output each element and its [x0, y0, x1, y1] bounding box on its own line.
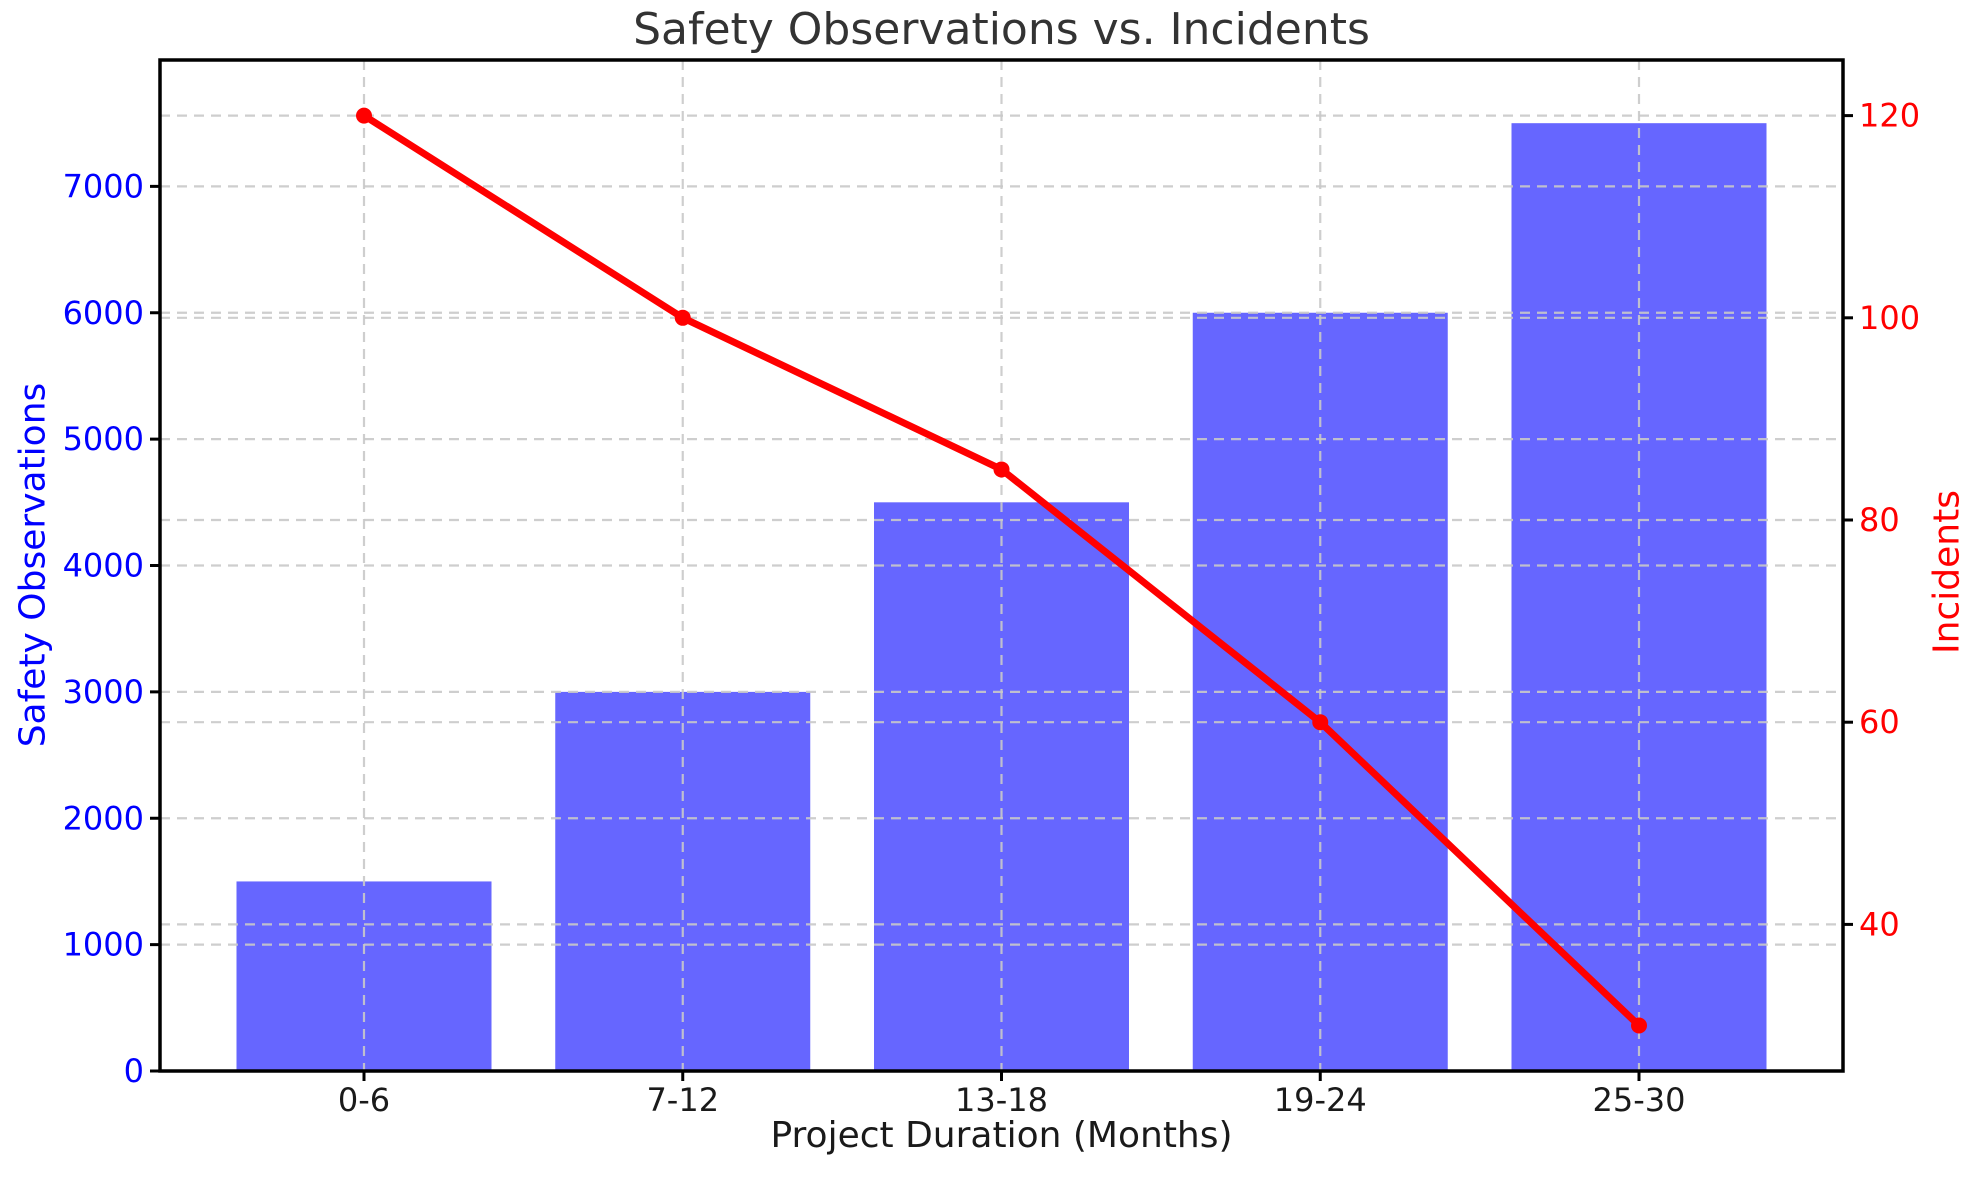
y-left-tick-label: 6000 [63, 294, 144, 332]
y-right-tick-label: 60 [1859, 703, 1900, 741]
incidents-marker [674, 309, 691, 326]
x-tick-label: 0-6 [338, 1081, 390, 1119]
y-left-tick-label: 7000 [63, 167, 144, 205]
y-left-tick-label: 1000 [63, 926, 144, 964]
x-tick-label: 13-18 [955, 1081, 1048, 1119]
incidents-marker [356, 107, 372, 124]
incidents-marker [993, 461, 1010, 478]
x-tick-label: 25-30 [1593, 1081, 1686, 1119]
y-left-tick-label: 4000 [63, 547, 144, 585]
x-axis-label: Project Duration (Months) [770, 1115, 1233, 1156]
y-left-tick-label: 3000 [63, 673, 144, 711]
bar [236, 881, 492, 1071]
y-right-tick-label: 40 [1859, 905, 1900, 943]
x-tick-label: 19-24 [1274, 1081, 1367, 1119]
y-left-tick-label: 5000 [63, 420, 144, 458]
y-right-tick-label: 120 [1859, 97, 1920, 135]
y-right-tick-label: 80 [1859, 501, 1900, 539]
y-left-tick-label: 0 [124, 1052, 144, 1090]
y-right-tick-label: 100 [1859, 299, 1920, 337]
bar [874, 502, 1129, 1071]
incidents-marker [1631, 1017, 1647, 1034]
chart-title: Safety Observations vs. Incidents [633, 4, 1370, 55]
incidents-marker [1312, 714, 1329, 731]
x-tick-label: 7-12 [646, 1081, 719, 1119]
y-left-tick-label: 2000 [63, 799, 144, 837]
